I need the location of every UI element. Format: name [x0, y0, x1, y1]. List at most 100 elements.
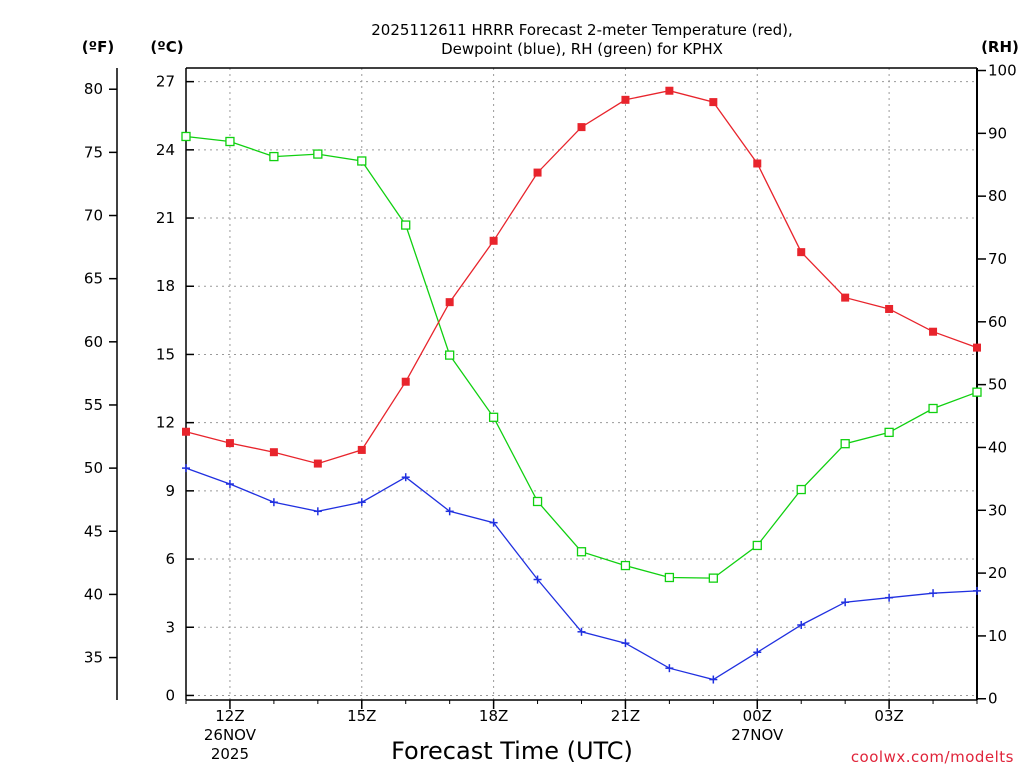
temperature-point [929, 327, 938, 336]
dewpoint-point [445, 507, 454, 516]
temperature-point [885, 304, 894, 313]
rh-tick-label: 80 [988, 187, 1007, 205]
fahrenheit-tick-label: 40 [84, 585, 103, 603]
rh-tick-label: 90 [988, 124, 1007, 142]
rh-point [840, 439, 850, 449]
fahrenheit-tick-label: 35 [84, 649, 103, 667]
rh-point [796, 484, 806, 495]
dewpoint-point [621, 639, 630, 648]
dewpoint-point [269, 498, 278, 507]
rh-point [708, 573, 718, 583]
dewpoint-point [182, 464, 190, 473]
dewpoint-point [533, 575, 542, 584]
celsius-tick-label: 27 [156, 73, 175, 91]
temperature-point [973, 343, 981, 352]
rh-point [664, 572, 675, 583]
rh-point [225, 136, 235, 147]
series-line [185, 90, 978, 465]
celsius-tick-label: 15 [156, 345, 175, 363]
series-square-filled [182, 86, 981, 468]
fahrenheit-tick-label: 65 [84, 270, 103, 288]
temperature-point [665, 86, 674, 95]
dewpoint-point [797, 620, 806, 629]
temperature-point [577, 123, 586, 132]
rh-point [488, 412, 499, 422]
rh-point [357, 156, 367, 166]
rh-tick-label: 40 [988, 438, 1007, 456]
rh-tick-label: 50 [988, 376, 1007, 394]
x-tick-label: 03Z [874, 707, 903, 725]
celsius-unit-label: (ºC) [150, 38, 183, 56]
rh-point [752, 540, 762, 551]
x-tick-label: 26NOV [204, 726, 257, 744]
axes [109, 67, 986, 709]
rh-unit-label: (RH) [981, 38, 1019, 56]
dewpoint-point [577, 627, 586, 636]
temperature-point [225, 439, 234, 448]
temperature-point [357, 445, 366, 454]
temperature-point [621, 95, 630, 104]
grid-lines [186, 68, 977, 700]
rh-tick-label: 70 [988, 250, 1007, 268]
rh-point [181, 131, 191, 142]
fahrenheit-tick-label: 70 [84, 207, 103, 225]
fahrenheit-tick-label: 80 [84, 80, 103, 98]
rh-point [620, 560, 631, 571]
temperature-point [182, 427, 190, 436]
dewpoint-point [225, 480, 234, 489]
celsius-tick-label: 6 [165, 550, 175, 568]
dewpoint-point [665, 664, 674, 673]
temperature-point [797, 248, 806, 257]
dewpoint-point [929, 589, 938, 598]
rh-point [928, 403, 938, 414]
rh-point [972, 387, 982, 397]
celsius-tick-label: 24 [156, 141, 175, 159]
dewpoint-point [841, 598, 850, 607]
chart-title-line-2: Dewpoint (blue), RH (green) for KPHX [441, 40, 723, 58]
fahrenheit-tick-label: 55 [84, 396, 103, 414]
rh-point [269, 151, 279, 162]
celsius-tick-label: 3 [165, 618, 175, 636]
dewpoint-point [973, 586, 981, 595]
series-line [185, 467, 978, 681]
rh-point [532, 496, 543, 507]
rh-tick-label: 30 [988, 501, 1007, 519]
fahrenheit-tick-label: 75 [84, 143, 103, 161]
rh-tick-label: 10 [988, 627, 1007, 645]
rh-tick-label: 100 [988, 62, 1017, 80]
dewpoint-point [401, 473, 410, 482]
dewpoint-point [313, 507, 322, 516]
dewpoint-point [885, 593, 894, 602]
celsius-tick-label: 18 [156, 277, 175, 295]
series-layer [181, 86, 982, 684]
rh-tick-label: 20 [988, 564, 1007, 582]
x-tick-label: 18Z [479, 707, 508, 725]
rh-point [445, 350, 455, 360]
chart-title-line-1: 2025112611 HRRR Forecast 2-meter Tempera… [371, 21, 792, 39]
fahrenheit-tick-label: 45 [84, 522, 103, 540]
fahrenheit-unit-label: (ºF) [82, 38, 114, 56]
rh-tick-label: 60 [988, 313, 1007, 331]
celsius-tick-label: 21 [156, 209, 175, 227]
temperature-point [401, 377, 410, 386]
temperature-point [313, 459, 322, 468]
dewpoint-point [753, 648, 762, 657]
series-plus [182, 464, 981, 684]
x-tick-label: 2025 [211, 745, 249, 763]
celsius-tick-label: 0 [165, 686, 175, 704]
temperature-point [445, 298, 454, 307]
x-tick-label: 27NOV [731, 726, 784, 744]
rh-tick-label: 0 [988, 690, 998, 708]
temperature-point [753, 159, 762, 168]
rh-point [401, 220, 411, 230]
rh-point [884, 427, 894, 438]
dewpoint-point [709, 675, 718, 684]
celsius-tick-label: 9 [165, 482, 175, 500]
celsius-tick-label: 12 [156, 414, 175, 432]
dewpoint-point [489, 518, 498, 527]
temperature-point [533, 168, 542, 177]
temperature-point [841, 293, 850, 302]
x-tick-label: 21Z [611, 707, 640, 725]
fahrenheit-tick-label: 50 [84, 459, 103, 477]
